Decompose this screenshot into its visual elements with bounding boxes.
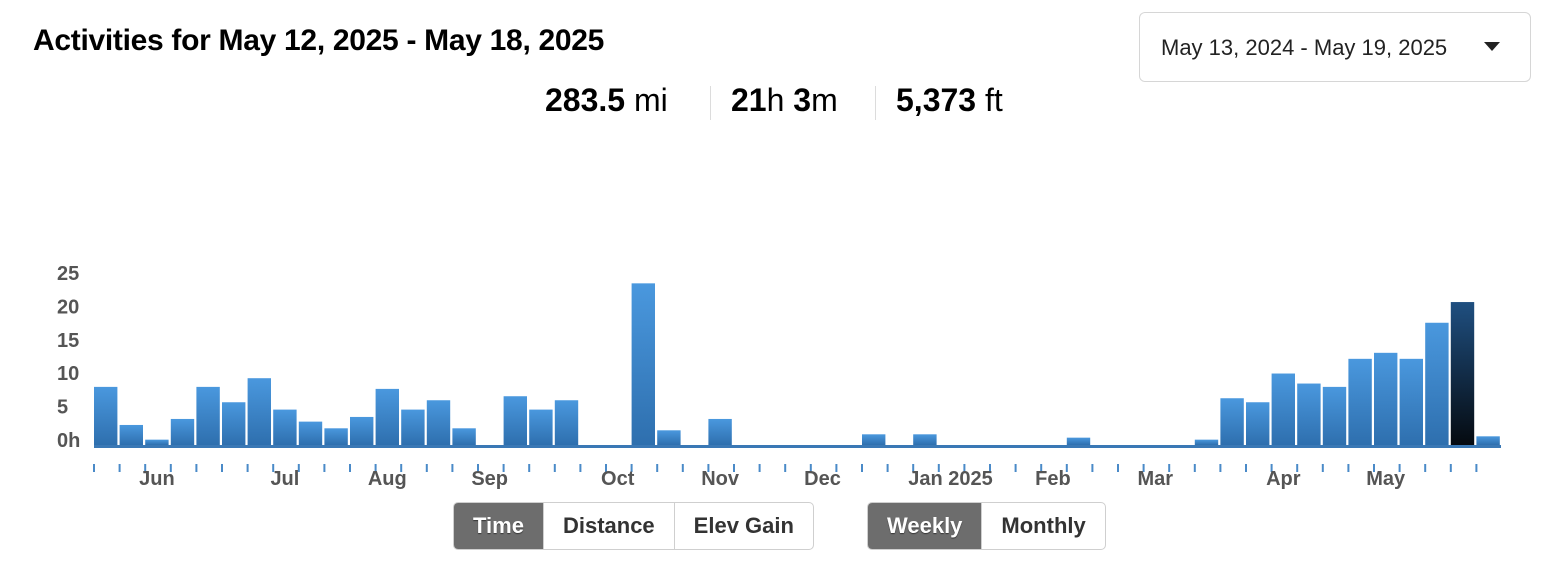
date-range-select[interactable]: May 13, 2024 - May 19, 2025 [1139, 12, 1531, 82]
x-month-label: Feb [1035, 468, 1071, 490]
x-month-label: May [1366, 468, 1406, 490]
week-bar[interactable] [708, 418, 732, 445]
tab-elev-gain[interactable]: Elev Gain [693, 513, 794, 538]
time-stat: 21h 3m [731, 82, 838, 119]
week-bar[interactable] [452, 428, 476, 445]
date-range-value: May 13, 2024 - May 19, 2025 [1161, 35, 1448, 60]
x-month-label: Jun [139, 468, 175, 490]
x-month-label: Oct [601, 468, 635, 490]
week-bar[interactable] [1322, 386, 1347, 445]
y-tick-label: 25 [57, 263, 79, 285]
week-bar[interactable] [862, 434, 886, 445]
distance-value: 283.5 [545, 82, 626, 118]
week-bar[interactable] [298, 421, 323, 445]
x-month-label: Aug [368, 468, 407, 490]
week-bar[interactable] [196, 386, 220, 445]
distance-stat: 283.5 mi [545, 82, 668, 119]
y-tick-label: 20 [57, 296, 79, 318]
week-bar[interactable] [247, 378, 271, 445]
week-bar[interactable] [657, 430, 681, 445]
tab-distance[interactable]: Distance [544, 503, 675, 549]
page-title: Activities for May 12, 2025 - May 18, 20… [33, 24, 605, 57]
week-bar[interactable] [426, 400, 451, 445]
elevation-stat: 5,373 ft [896, 82, 1003, 119]
distance-unit: mi [633, 82, 668, 118]
x-month-label: Mar [1138, 468, 1174, 490]
week-bar[interactable] [324, 428, 348, 445]
week-bar[interactable] [503, 396, 527, 445]
week-bar[interactable] [145, 439, 169, 445]
time-hours: 21 [731, 82, 767, 118]
x-month-label: Dec [804, 468, 841, 490]
week-bar[interactable] [529, 409, 553, 445]
x-month-label: Nov [701, 468, 740, 490]
week-bar[interactable] [119, 424, 143, 445]
week-bar[interactable] [913, 434, 937, 445]
metric-toggle: Time Distance Elev Gain [453, 502, 814, 550]
stat-divider [710, 86, 711, 120]
week-bar[interactable] [222, 402, 246, 445]
x-month-label: Jul [270, 468, 299, 490]
weekly-activity-chart: 25 20 15 10 5 0h Jun Jul Aug Sep Oct Nov Dec Jan 2025… [57, 263, 1501, 490]
week-bar[interactable] [1425, 322, 1449, 445]
week-bar[interactable] [1476, 436, 1500, 445]
week-bar[interactable] [375, 388, 399, 445]
y-tick-label: 15 [57, 330, 79, 352]
week-bar[interactable] [273, 409, 297, 445]
y-tick-label: 10 [57, 363, 79, 385]
y-tick-label: 5 [57, 397, 68, 419]
stat-divider [875, 86, 876, 120]
week-bar[interactable] [554, 400, 579, 445]
week-bar[interactable] [1066, 437, 1091, 445]
week-bar[interactable] [1297, 383, 1321, 445]
tab-weekly[interactable]: Weekly [868, 503, 983, 549]
chevron-down-icon [1484, 42, 1500, 51]
selected-week-bar[interactable] [1450, 302, 1475, 445]
week-bar[interactable] [1220, 398, 1244, 445]
elevation-value: 5,373 [896, 82, 977, 118]
week-bar[interactable] [631, 283, 655, 445]
week-bar[interactable] [1348, 358, 1372, 445]
week-bar[interactable] [1399, 358, 1423, 445]
x-month-label: Jan 2025 [908, 468, 993, 490]
period-toggle: Weekly Monthly [867, 502, 1106, 550]
elevation-unit: ft [984, 82, 1003, 118]
time-minutes: 3 [793, 82, 812, 118]
week-bar[interactable] [350, 416, 374, 445]
week-bar[interactable] [1374, 352, 1398, 445]
week-bar[interactable] [1271, 373, 1295, 445]
tab-monthly[interactable]: Monthly [1001, 513, 1086, 538]
x-month-label: Sep [471, 468, 508, 490]
time-hours-unit: h [766, 82, 785, 118]
week-bar[interactable] [1246, 402, 1270, 445]
week-bar[interactable] [1194, 439, 1219, 445]
tab-time[interactable]: Time [454, 503, 544, 549]
week-bar[interactable] [401, 409, 425, 445]
time-minutes-unit: m [811, 82, 838, 118]
week-bar[interactable] [94, 386, 118, 445]
y-tick-label: 0h [57, 430, 80, 452]
week-bar[interactable] [170, 418, 195, 445]
x-month-label: Apr [1266, 468, 1301, 490]
